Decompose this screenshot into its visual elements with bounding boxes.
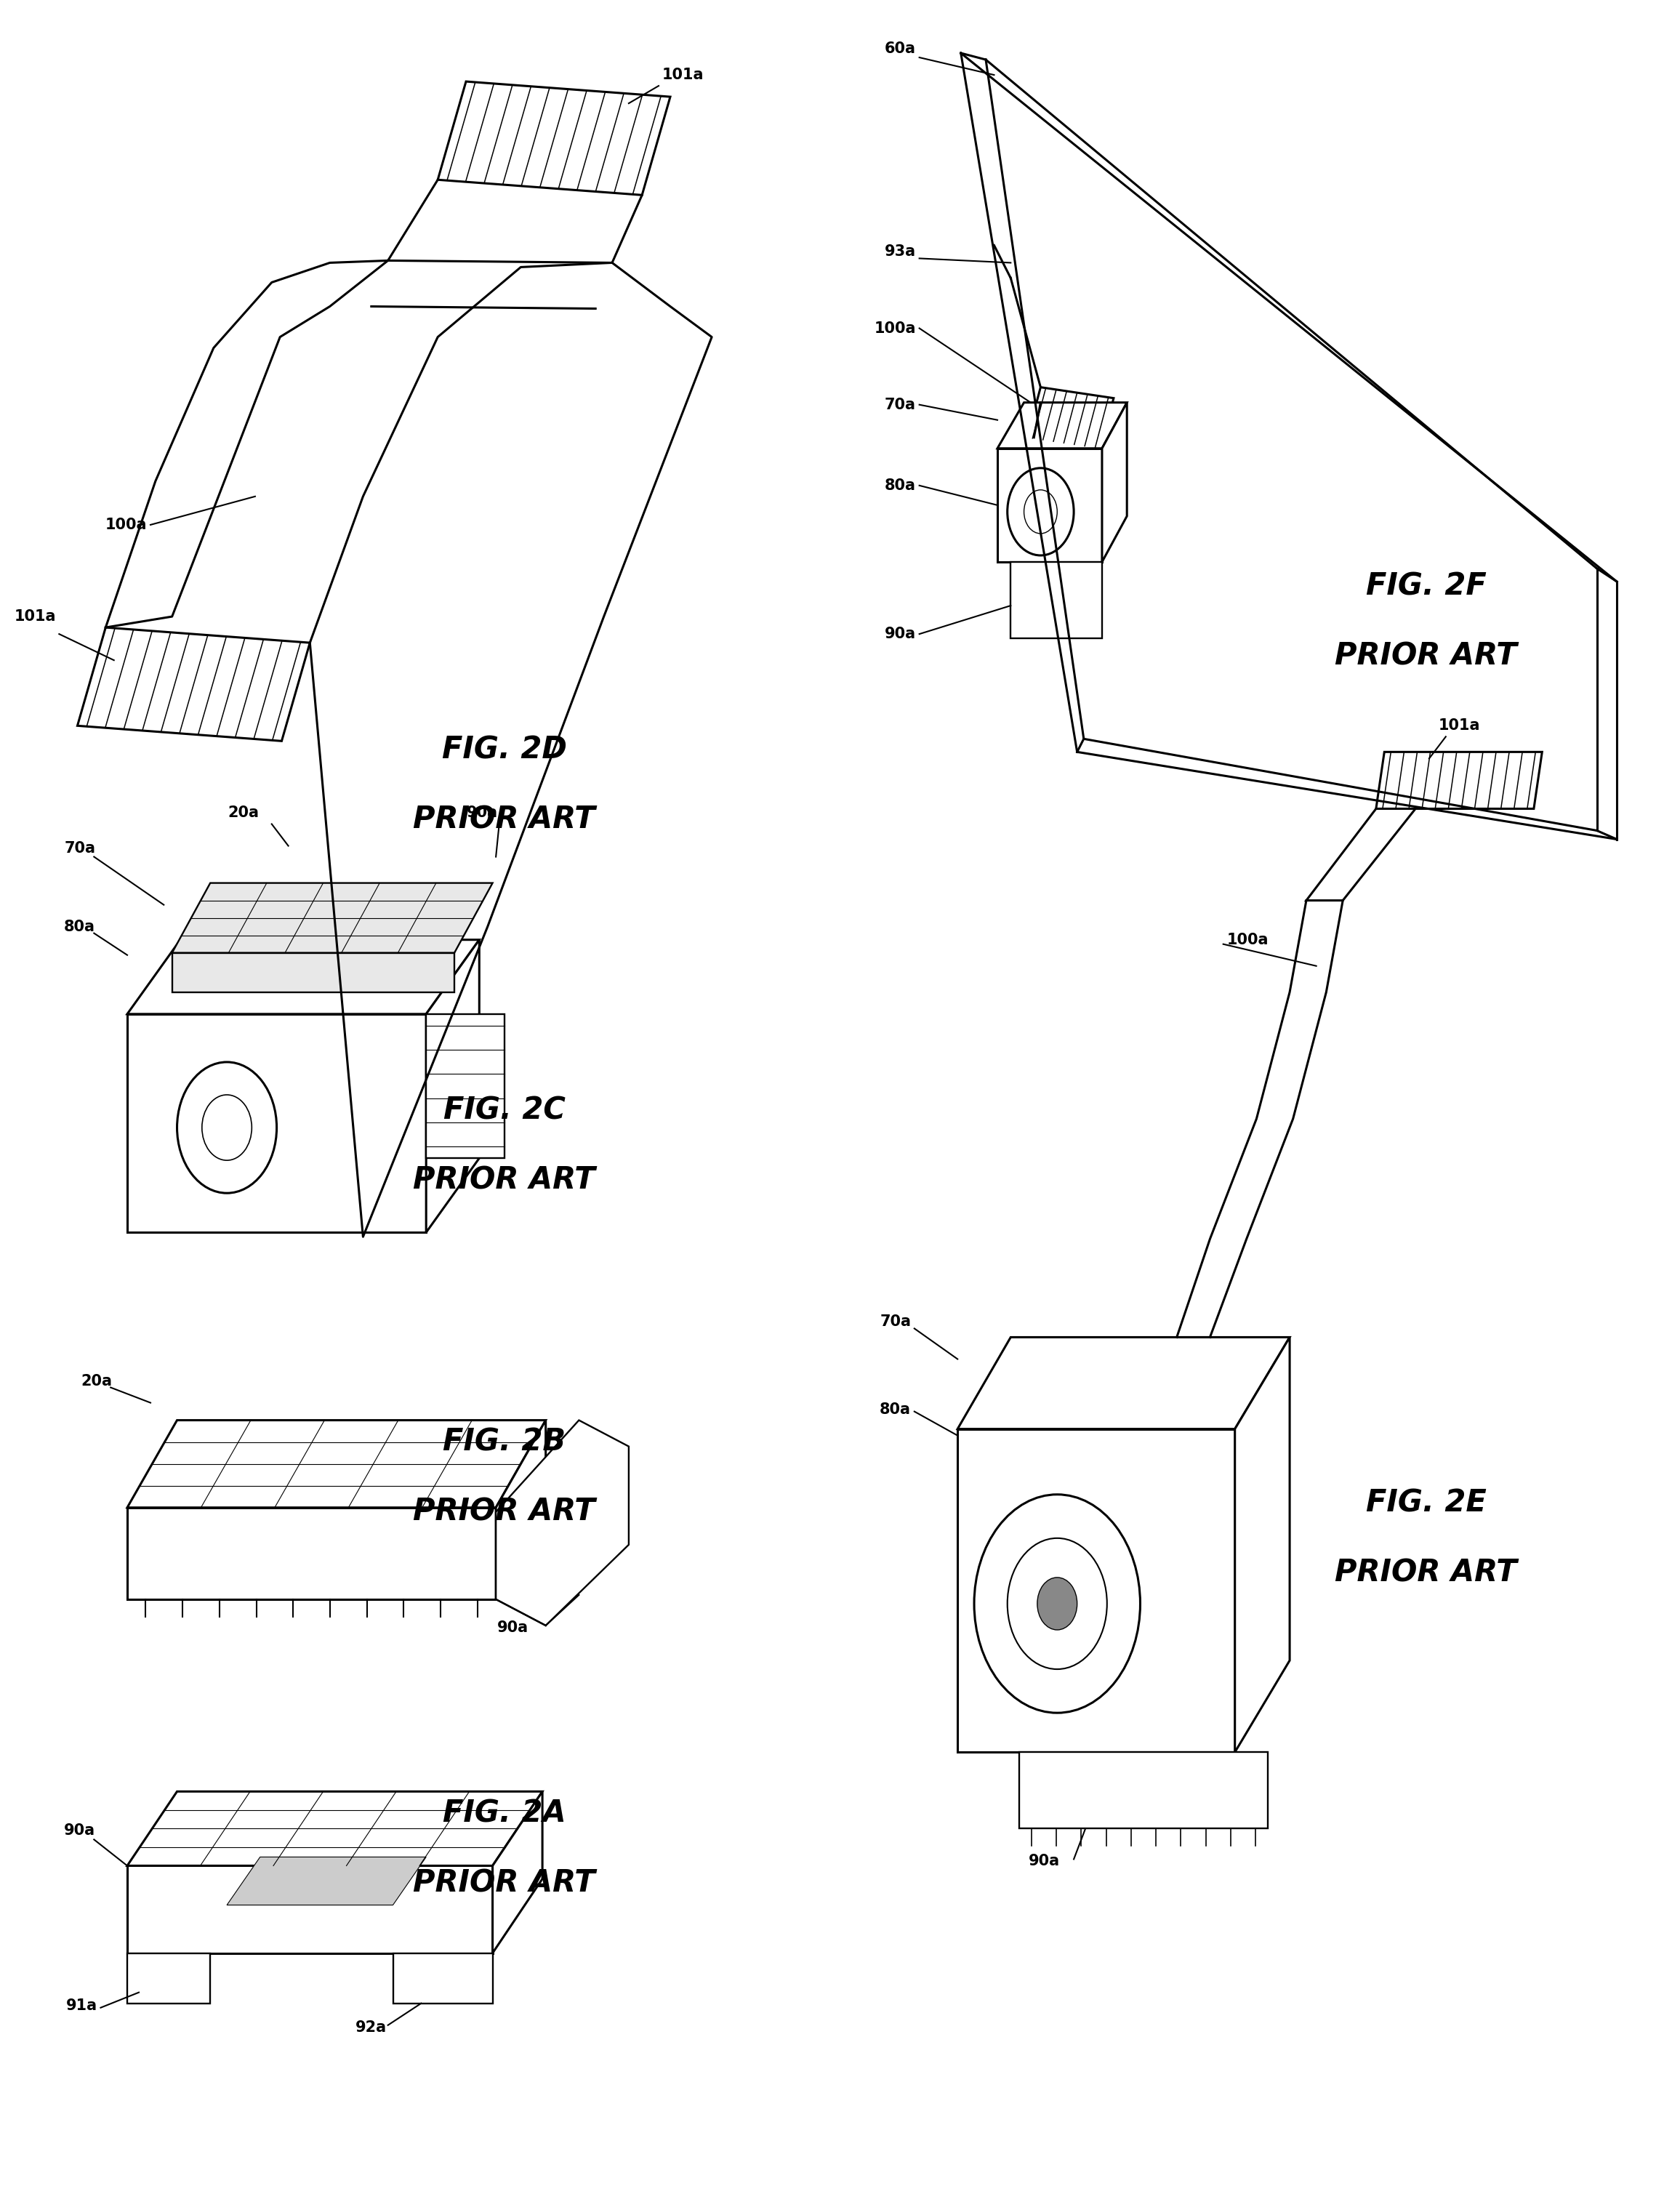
Text: 60a: 60a [885,42,916,57]
Text: FIG. 2D: FIG. 2D [442,735,566,766]
Text: 90a: 90a [1028,1854,1060,1869]
Polygon shape [1011,562,1102,638]
Text: 20a: 20a [81,1373,113,1389]
Polygon shape [128,1014,427,1233]
Polygon shape [998,448,1102,562]
Text: 101a: 101a [1438,717,1480,733]
Polygon shape [427,939,479,1233]
Text: 100a: 100a [106,518,148,533]
Text: 90a: 90a [885,627,916,641]
Polygon shape [171,882,492,952]
Text: FIG. 2B: FIG. 2B [444,1426,566,1457]
Polygon shape [958,1336,1290,1428]
Text: PRIOR ART: PRIOR ART [413,1867,595,1898]
Circle shape [1037,1577,1077,1630]
Polygon shape [998,402,1127,448]
Polygon shape [128,1507,496,1599]
Polygon shape [77,627,309,742]
Polygon shape [1307,796,1426,900]
Text: 90a: 90a [64,1823,96,1839]
Text: 70a: 70a [885,397,916,412]
Polygon shape [128,1865,492,1953]
Text: 70a: 70a [880,1314,911,1330]
Text: PRIOR ART: PRIOR ART [1334,1558,1517,1588]
Text: 80a: 80a [885,478,916,494]
Text: 70a: 70a [64,840,96,856]
Text: PRIOR ART: PRIOR ART [413,1165,595,1196]
Polygon shape [1376,753,1542,810]
Polygon shape [128,939,479,1014]
Text: PRIOR ART: PRIOR ART [413,1496,595,1527]
Polygon shape [496,1420,546,1599]
Text: FIG. 2A: FIG. 2A [442,1799,566,1828]
Text: 100a: 100a [1226,932,1268,948]
Text: 80a: 80a [880,1402,911,1417]
Text: 91a: 91a [66,1999,97,2012]
Text: 20a: 20a [228,805,259,821]
Text: PRIOR ART: PRIOR ART [1334,641,1517,671]
Polygon shape [128,1953,210,2003]
Polygon shape [128,1792,543,1865]
Polygon shape [227,1856,427,1904]
Text: FIG. 2F: FIG. 2F [1366,570,1487,601]
Text: 100a: 100a [874,320,916,336]
Polygon shape [393,1953,492,2003]
Text: 92a: 92a [356,2021,386,2034]
Text: FIG. 2E: FIG. 2E [1366,1488,1487,1518]
Text: 90a: 90a [497,1621,528,1635]
Polygon shape [438,81,670,195]
Text: 90a: 90a [467,805,499,821]
Text: 80a: 80a [64,919,96,935]
Polygon shape [1102,402,1127,562]
Text: 101a: 101a [662,68,704,81]
Polygon shape [171,952,454,992]
Polygon shape [1020,1753,1268,1828]
Polygon shape [492,1792,543,1953]
Text: PRIOR ART: PRIOR ART [413,805,595,836]
Polygon shape [427,1014,504,1158]
Polygon shape [958,1428,1235,1753]
Polygon shape [128,1420,546,1507]
Text: 93a: 93a [885,244,916,259]
Polygon shape [1235,1336,1290,1753]
Polygon shape [1026,386,1114,448]
Text: FIG. 2C: FIG. 2C [444,1095,564,1126]
Polygon shape [496,1420,628,1626]
Text: 101a: 101a [13,610,55,623]
